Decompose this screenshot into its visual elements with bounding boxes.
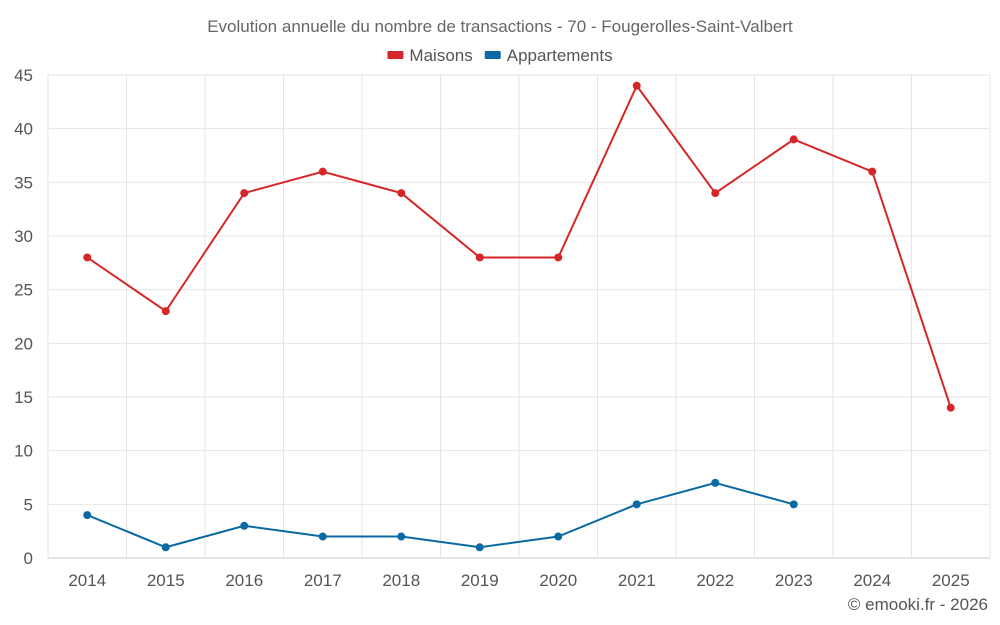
grid — [47, 74, 991, 559]
legend-item-maisons[interactable]: Maisons — [387, 46, 473, 65]
data-point-maisons[interactable] — [711, 189, 720, 198]
data-point-maisons[interactable] — [161, 307, 170, 316]
x-tick-label: 2023 — [775, 571, 813, 590]
data-point-appartements[interactable] — [632, 500, 641, 509]
y-tick-label: 10 — [14, 442, 33, 461]
data-point-appartements[interactable] — [554, 532, 563, 541]
y-tick-label: 15 — [14, 388, 33, 407]
y-tick-label: 25 — [14, 281, 33, 300]
series-maisons — [83, 81, 955, 412]
y-tick-label: 40 — [14, 120, 33, 139]
x-tick-label: 2014 — [68, 571, 106, 590]
data-point-appartements[interactable] — [318, 532, 327, 541]
series-line-maisons — [86, 83, 952, 409]
x-tick-label: 2018 — [382, 571, 420, 590]
data-point-maisons[interactable] — [789, 135, 798, 144]
data-point-maisons[interactable] — [554, 253, 563, 262]
x-tick-label: 2022 — [696, 571, 734, 590]
data-point-maisons[interactable] — [397, 189, 406, 198]
credit-text: © emooki.fr - 2026 — [847, 595, 988, 614]
series-appartements — [83, 478, 798, 552]
data-point-appartements[interactable] — [475, 543, 484, 552]
data-point-maisons[interactable] — [318, 167, 327, 176]
data-point-maisons[interactable] — [632, 81, 641, 90]
series-line-appartements — [86, 481, 795, 549]
data-point-appartements[interactable] — [240, 521, 249, 530]
x-tick-label: 2015 — [147, 571, 185, 590]
y-axis: 0 5 10 15 20 25 30 35 40 45 — [14, 66, 33, 568]
x-tick-label: 2020 — [539, 571, 577, 590]
legend-label: Maisons — [409, 46, 472, 65]
data-point-appartements[interactable] — [397, 532, 406, 541]
data-point-maisons[interactable] — [946, 403, 955, 412]
y-tick-label: 45 — [14, 66, 33, 85]
data-point-appartements[interactable] — [161, 543, 170, 552]
data-point-appartements[interactable] — [789, 500, 798, 509]
legend: Maisons Appartements — [387, 46, 613, 65]
x-tick-label: 2017 — [304, 571, 342, 590]
x-axis: 2014 2015 2016 2017 2018 2019 2020 2021 2022 2023… — [68, 571, 969, 590]
y-tick-label: 5 — [24, 495, 33, 514]
y-tick-label: 0 — [24, 549, 33, 568]
x-tick-label: 2025 — [932, 571, 970, 590]
x-tick-label: 2019 — [461, 571, 499, 590]
legend-item-appartements[interactable]: Appartements — [484, 46, 613, 65]
legend-swatch — [484, 51, 501, 59]
data-point-maisons[interactable] — [83, 253, 92, 262]
data-point-appartements[interactable] — [711, 478, 720, 487]
x-tick-label: 2024 — [853, 571, 891, 590]
x-tick-label: 2016 — [225, 571, 263, 590]
series-group — [83, 81, 955, 552]
data-point-maisons[interactable] — [868, 167, 877, 176]
y-tick-label: 20 — [14, 334, 33, 353]
data-point-maisons[interactable] — [475, 253, 484, 262]
legend-label: Appartements — [507, 46, 613, 65]
x-tick-label: 2021 — [618, 571, 656, 590]
y-tick-label: 35 — [14, 173, 33, 192]
data-point-appartements[interactable] — [83, 511, 92, 520]
chart-title: Evolution annuelle du nombre de transact… — [207, 17, 793, 36]
y-tick-label: 30 — [14, 227, 33, 246]
data-point-maisons[interactable] — [240, 189, 249, 198]
legend-swatch — [387, 51, 404, 59]
